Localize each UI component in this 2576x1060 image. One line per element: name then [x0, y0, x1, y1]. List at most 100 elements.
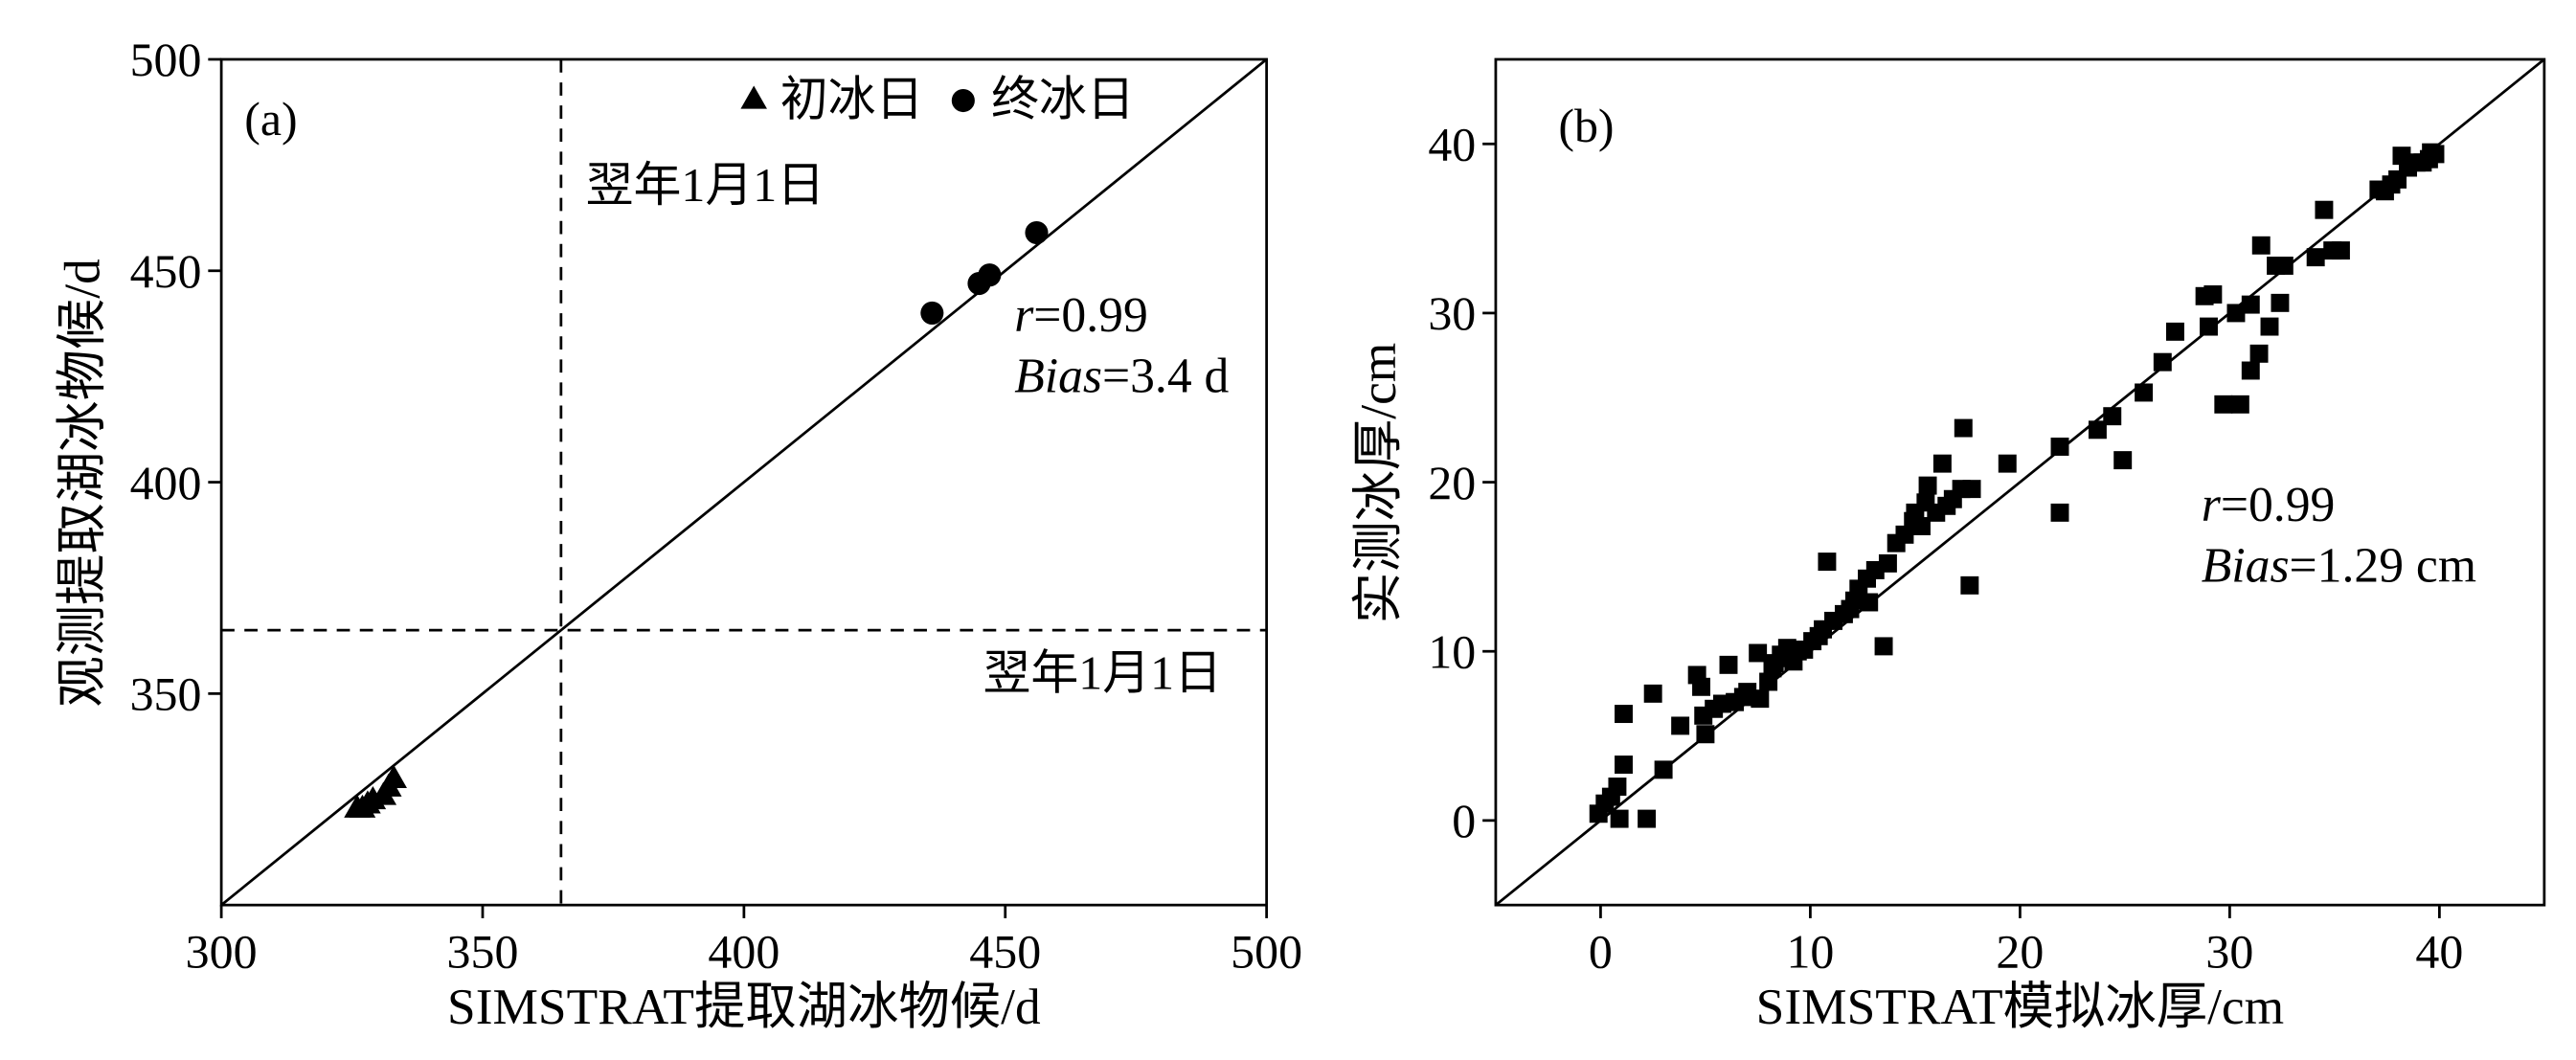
identity-line: [220, 57, 1268, 907]
data-point-square: [1654, 760, 1673, 779]
panel-b-x-axis-label: SIMSTRAT模拟冰厚/cm: [1756, 978, 2284, 1035]
panel-a-bias-value: =3.4 d: [1102, 350, 1230, 404]
data-point-square: [1719, 655, 1738, 674]
legend-label-first-ice: 初冰日: [780, 74, 924, 126]
data-point-square: [1751, 689, 1770, 709]
data-point-square: [2153, 352, 2172, 372]
panel-a-r-symbol: r: [1014, 288, 1034, 343]
x-tick-label: 350: [447, 926, 519, 979]
data-point-square: [1962, 480, 1981, 499]
data-point-square: [2315, 200, 2334, 219]
panel-b-bias-value: =1.29 cm: [2290, 539, 2476, 594]
panel-a-bias: Bias=3.4 d: [1014, 350, 1229, 404]
data-point-square: [2306, 248, 2325, 267]
data-point-square: [1749, 643, 1768, 663]
data-point-square: [1998, 454, 2017, 473]
panel-b-tag: (b): [1558, 100, 1614, 152]
data-point-square: [1960, 575, 1979, 595]
data-point-square: [1615, 756, 1633, 775]
data-point-square: [2226, 304, 2246, 323]
panel-a-correlation: r=0.99: [1014, 288, 1148, 343]
panel-b-r-symbol: r: [2202, 478, 2222, 532]
vertical-reference-label: 翌年1月1日: [586, 159, 825, 212]
data-point-square: [2135, 383, 2154, 402]
horizontal-reference-label: 翌年1月1日: [983, 647, 1223, 700]
data-point-square: [2214, 395, 2233, 414]
data-point-square: [2050, 438, 2069, 456]
y-tick-label: 40: [1428, 119, 1476, 171]
panel-a-tag: (a): [244, 93, 297, 146]
x-tick-label: 300: [186, 926, 258, 979]
data-point-square: [1608, 778, 1627, 796]
data-point-square: [2050, 503, 2069, 522]
data-point-square: [2088, 420, 2107, 440]
y-tick-label: 20: [1428, 457, 1476, 509]
panel-b-marks: 0 10 20 30 40 0 10 20 30 40: [1428, 57, 2545, 979]
data-point-square: [2271, 293, 2290, 312]
panel-b: 0 10 20 30 40 0 10 20 30 40 (b) r=0.99 Bias=1.29 …: [1349, 57, 2546, 1035]
panel-a-r-value: =0.99: [1033, 288, 1147, 343]
panel-b-r-value: =0.99: [2221, 478, 2335, 532]
data-point-square: [1932, 454, 1952, 473]
data-point-square: [1818, 553, 1837, 572]
data-point-triangle: [380, 764, 407, 789]
data-point-square: [1878, 553, 1897, 573]
data-point-square: [2165, 322, 2184, 341]
panel-b-bias: Bias=1.29 cm: [2202, 539, 2476, 594]
data-point-square: [1912, 517, 1931, 535]
data-point-square: [2203, 285, 2223, 304]
x-tick-label: 500: [1231, 926, 1302, 979]
y-tick-label: 450: [130, 245, 202, 298]
data-point-square: [2260, 317, 2279, 336]
panel-a-bias-symbol: Bias: [1014, 350, 1102, 404]
data-point-square: [1918, 476, 1937, 495]
legend-triangle-icon: [740, 85, 767, 109]
data-point-square: [2274, 257, 2294, 275]
y-tick-label: 350: [130, 668, 202, 721]
data-point-square: [2241, 295, 2260, 314]
data-point-square: [2103, 407, 2122, 426]
data-point-square: [2200, 317, 2218, 336]
data-point-square: [2230, 395, 2249, 414]
data-point-square: [1696, 725, 1715, 744]
x-tick-label: 30: [2205, 926, 2253, 979]
data-point-square: [1860, 593, 1879, 612]
data-point-square: [2331, 241, 2350, 260]
x-tick-label: 40: [2415, 926, 2463, 979]
legend-circle-icon: [951, 88, 975, 113]
panel-a-legend: 初冰日 终冰日: [740, 74, 1135, 126]
data-point-square: [2241, 361, 2260, 380]
data-point-square: [1874, 637, 1893, 656]
x-tick-label: 0: [1589, 926, 1613, 979]
data-point-circle: [920, 301, 944, 325]
legend-label-last-ice: 终冰日: [991, 74, 1135, 126]
data-point-square: [1643, 684, 1662, 703]
panel-a-y-axis-label: 观测提取湖冰物候/d: [54, 259, 111, 708]
data-point-square: [1610, 809, 1629, 828]
y-tick-label: 400: [130, 457, 202, 509]
y-tick-label: 500: [130, 34, 202, 86]
data-point-square: [2249, 344, 2269, 363]
data-point-square: [1692, 677, 1711, 696]
panel-a-marks: 300 350 400 450 500 350 400 450 500: [130, 34, 1302, 978]
data-point-square: [2251, 236, 2271, 255]
panel-b-y-axis-label: 实测冰厚/cm: [1349, 343, 1407, 623]
panel-a-x-axis-label: SIMSTRAT提取湖冰物候/d: [447, 978, 1041, 1035]
x-tick-label: 450: [969, 926, 1041, 979]
x-tick-label: 400: [708, 926, 780, 979]
data-point-square: [1638, 809, 1657, 828]
y-tick-label: 30: [1428, 287, 1476, 340]
data-point-circle: [1025, 220, 1049, 245]
data-point-square: [1954, 418, 1973, 438]
data-point-circle: [978, 263, 1002, 287]
panel-b-bias-symbol: Bias: [2202, 539, 2290, 594]
x-tick-label: 10: [1786, 926, 1834, 979]
panel-b-correlation: r=0.99: [2202, 478, 2336, 532]
data-point-square: [1615, 705, 1633, 724]
y-tick-label: 10: [1428, 625, 1476, 678]
data-point-square: [1671, 716, 1690, 735]
y-tick-label: 0: [1452, 795, 1476, 847]
data-point-square: [2426, 145, 2445, 164]
